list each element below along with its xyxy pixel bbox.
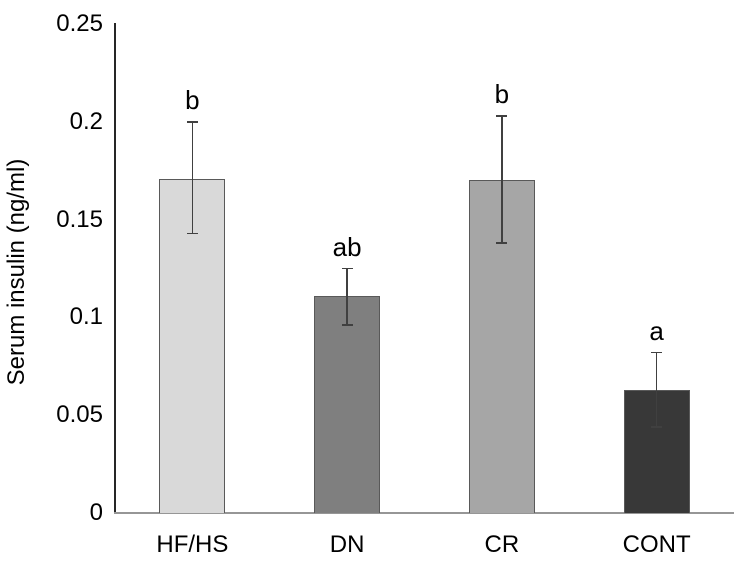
error-bar-dn <box>346 268 348 326</box>
error-bar-cr-bottom-cap <box>496 242 508 244</box>
x-tick-label-dn: DN <box>329 531 365 558</box>
error-bar-hfhs-top-cap <box>186 121 198 123</box>
error-bar-dn-bottom-cap <box>341 324 353 326</box>
x-tick-label-cr: CR <box>484 531 520 558</box>
y-tick-label-0_25: 0.25 <box>56 10 103 37</box>
x-tick-label-hfhs: HF/HS <box>156 531 229 558</box>
y-tick-label-0_05: 0.05 <box>56 401 103 429</box>
x-tick-label-cont: CONT <box>622 531 691 558</box>
bar-dn <box>314 295 381 513</box>
error-bar-cont <box>655 352 658 427</box>
error-bar-cont-top-cap <box>651 351 663 354</box>
significance-letter-dn: ab <box>332 231 362 262</box>
error-bar-dn-top-cap <box>341 267 353 270</box>
x-axis-line <box>114 512 734 514</box>
y-tick-label-0_1: 0.1 <box>69 303 103 331</box>
significance-letter-cont: a <box>649 315 664 346</box>
bar-hfhs <box>159 178 226 513</box>
y-tick-label-0_15: 0.15 <box>56 205 103 233</box>
y-tick-label-0_2: 0.2 <box>69 107 103 135</box>
error-bar-hfhs-bottom-cap <box>186 232 198 235</box>
error-bar-hfhs <box>191 121 194 234</box>
error-bar-cont-bottom-cap <box>651 426 663 428</box>
y-tick-label-0: 0 <box>89 499 103 526</box>
error-bar-cr <box>501 115 503 244</box>
significance-letter-cr: b <box>494 78 510 109</box>
significance-letter-hfhs: b <box>185 84 200 115</box>
error-bar-cr-top-cap <box>496 115 508 117</box>
y-axis-line <box>114 23 116 514</box>
